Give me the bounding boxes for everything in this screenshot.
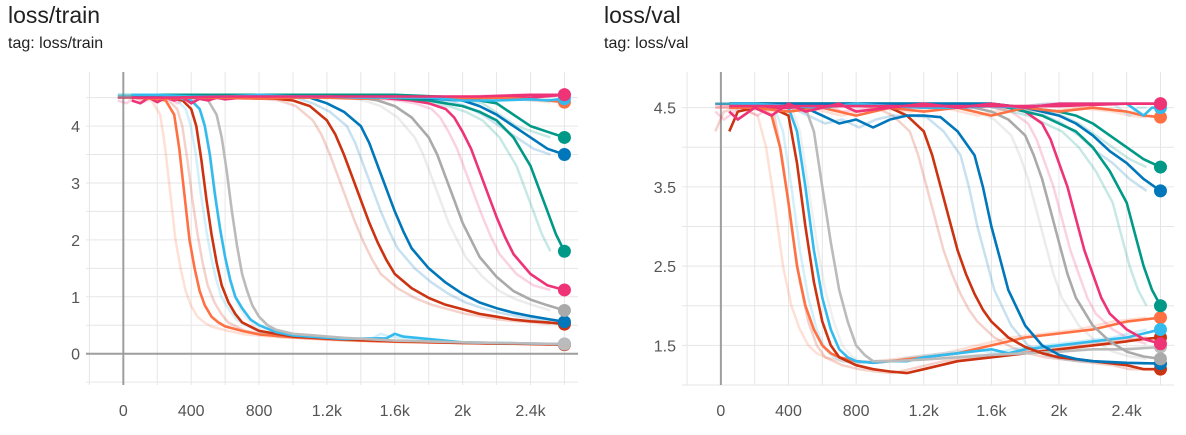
series-line	[131, 96, 565, 326]
x-tick-label: 2k	[1051, 403, 1069, 420]
chart-train: 0 1 2 3 4 0 400 800 1.2k 1.6k 2k 2.4k	[71, 72, 578, 420]
x-tick-label: 400	[775, 403, 802, 420]
series-raw-line	[714, 106, 1147, 375]
series-line	[729, 102, 1161, 365]
y-tick-label: 1.5	[654, 338, 676, 355]
series-end-point[interactable]	[557, 315, 571, 329]
x-tick-label: 2.4k	[515, 403, 546, 420]
y-tick-label: 2	[71, 233, 80, 250]
chart-subtitle: tag: loss/train	[8, 35, 104, 52]
series-end-point[interactable]	[557, 337, 571, 351]
series-line	[728, 102, 1161, 121]
x-tick-label: 800	[843, 403, 870, 420]
series-end-point[interactable]	[1153, 337, 1167, 351]
series-end-point[interactable]	[1153, 352, 1167, 366]
chart-title: loss/train	[8, 2, 101, 28]
series-line	[729, 102, 1161, 108]
series-end-point[interactable]	[1153, 97, 1167, 111]
y-tick-label: 3.5	[654, 180, 676, 197]
series-end-point[interactable]	[557, 130, 571, 144]
x-tick-label: 2.4k	[1112, 403, 1143, 420]
series-raw-line	[117, 95, 551, 346]
series-end-point[interactable]	[557, 148, 571, 162]
series-end-point[interactable]	[1153, 311, 1167, 325]
x-tick-label: 1.2k	[312, 403, 343, 420]
x-tick-label: 1.6k	[976, 403, 1007, 420]
grid	[86, 72, 578, 385]
x-tick-label: 0	[119, 403, 128, 420]
chart-panel-train: 0 1 2 3 4 0 400 800 1.2k 1.6k 2k 2.4k loss/train ta…	[0, 0, 590, 435]
x-tick-label: 0	[716, 403, 725, 420]
series-end-point[interactable]	[557, 244, 571, 258]
x-tick-label: 1.6k	[380, 403, 411, 420]
series-end-point[interactable]	[1153, 160, 1167, 174]
series-raw-line	[715, 102, 1147, 371]
series-line	[131, 95, 565, 346]
series-end-point[interactable]	[557, 88, 571, 102]
chart-subtitle: tag: loss/val	[604, 35, 689, 52]
x-tick-label: 800	[246, 403, 273, 420]
series-raw-line	[715, 102, 1147, 365]
series-line	[131, 95, 565, 346]
series-end-point[interactable]	[1153, 299, 1167, 313]
series-end-point[interactable]	[1153, 184, 1167, 198]
series-end-point[interactable]	[557, 283, 571, 297]
chart-title: loss/val	[604, 2, 681, 28]
x-tick-label: 2k	[454, 403, 472, 420]
series-end-point[interactable]	[557, 303, 571, 317]
series-end-point[interactable]	[1153, 323, 1167, 337]
x-tick-label: 1.2k	[909, 403, 940, 420]
series-line	[131, 93, 565, 99]
y-tick-label: 1	[71, 290, 80, 307]
series-line	[729, 102, 1161, 365]
series-raw-line	[715, 102, 1147, 365]
y-tick-label: 4.5	[654, 101, 676, 118]
y-tick-label: 2.5	[654, 259, 676, 276]
y-tick-label: 4	[71, 119, 80, 136]
x-tick-label: 400	[178, 403, 205, 420]
y-tick-label: 0	[71, 347, 80, 364]
series-raw-line	[117, 96, 551, 326]
chart-val: 1.5 2.5 3.5 4.5 0 400 800 1.2k 1.6k 2k 2.4k	[654, 72, 1174, 420]
series-end-point[interactable]	[1153, 110, 1167, 124]
chart-panel-val: 1.5 2.5 3.5 4.5 0 400 800 1.2k 1.6k 2k 2.4k loss/v…	[596, 0, 1186, 435]
series-line	[728, 106, 1161, 375]
y-tick-label: 3	[71, 176, 80, 193]
